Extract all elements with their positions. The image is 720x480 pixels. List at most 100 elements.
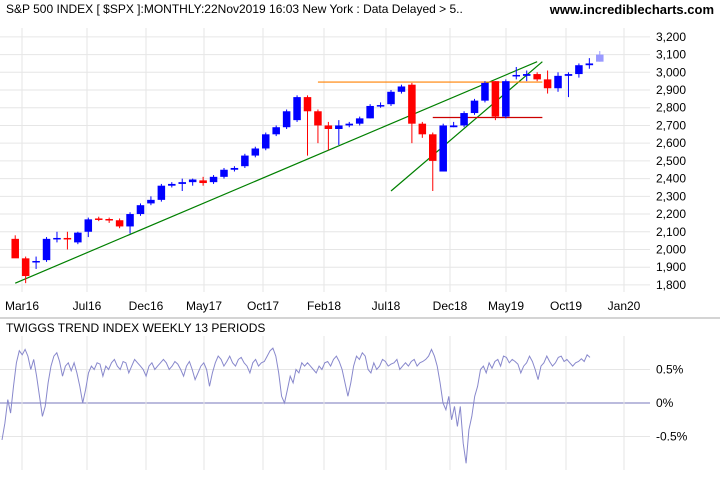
candle-body: [230, 167, 239, 170]
candle-body: [429, 134, 437, 161]
indicator-y-tick-label: -0.5%: [656, 430, 688, 444]
candle-body: [397, 86, 406, 92]
candle-body: [324, 125, 333, 129]
candle: [188, 178, 197, 186]
candle-body: [376, 105, 385, 107]
price-y-tick-label: 1,900: [656, 260, 686, 274]
candle-body: [564, 74, 573, 76]
candle-body: [11, 238, 19, 259]
candle: [94, 216, 103, 222]
price-x-tick-label: Jan20: [608, 299, 641, 313]
candle: [199, 176, 207, 186]
candle: [136, 203, 145, 216]
candle: [564, 72, 573, 98]
price-grid: [0, 28, 650, 292]
candle-body: [481, 82, 489, 101]
candle: [491, 81, 500, 121]
candle: [220, 167, 228, 179]
candle-body: [209, 176, 218, 183]
candle-body: [543, 79, 552, 89]
price-y-tick-label: 2,800: [656, 101, 686, 115]
price-x-tick-label: Oct19: [550, 299, 582, 313]
candle: [429, 132, 437, 192]
candle: [282, 109, 291, 129]
price-candles: [11, 51, 604, 284]
candle: [209, 175, 218, 184]
candle: [543, 70, 552, 94]
candle: [481, 81, 489, 103]
candle: [178, 178, 186, 192]
price-y-tick-label: 2,400: [656, 172, 686, 186]
trendline: [390, 61, 543, 192]
candle: [42, 237, 51, 262]
price-y-tick-label: 2,200: [656, 207, 686, 221]
candle-body: [554, 75, 562, 89]
price-y-tick-label: 2,300: [656, 189, 686, 203]
candle: [84, 217, 93, 238]
candle-body: [408, 84, 416, 124]
site-watermark: www.incrediblecharts.com: [549, 2, 714, 17]
candle-body: [261, 134, 270, 149]
candle-body: [439, 125, 447, 172]
candle-body: [418, 123, 427, 135]
candle-body: [335, 125, 343, 129]
candle-body: [105, 219, 113, 221]
candle: [355, 116, 364, 126]
candle: [335, 120, 343, 145]
candle: [418, 121, 427, 138]
price-y-tick-label: 3,000: [656, 65, 686, 79]
candle-body: [502, 81, 510, 117]
candle-body: [241, 155, 249, 167]
price-x-tick-label: May17: [186, 299, 222, 313]
candle: [470, 98, 479, 115]
price-x-tick-label: May19: [488, 299, 524, 313]
price-y-tick-label: 2,600: [656, 136, 686, 150]
candle-body: [84, 219, 93, 232]
indicator-line: [1, 347, 591, 464]
candle: [272, 125, 280, 137]
indicator-title: TWIGGS TREND INDEX WEEKLY 13 PERIODS: [6, 321, 266, 335]
candle-body: [303, 97, 312, 112]
trendline: [14, 61, 538, 284]
indicator-y-tick-label: 0%: [656, 396, 674, 410]
candle-body: [387, 91, 395, 105]
candle: [303, 95, 312, 156]
candle: [115, 218, 124, 229]
candle-body: [491, 81, 500, 117]
candle: [21, 256, 30, 284]
indicator-y-axis: 0.5% 0% -0.5%: [656, 363, 688, 444]
candle-body: [147, 199, 155, 204]
candle-body: [74, 232, 82, 243]
candle: [345, 121, 354, 128]
candle: [293, 95, 301, 122]
candle-body: [220, 169, 228, 177]
candle-body: [355, 118, 364, 124]
price-y-tick-label: 2,700: [656, 118, 686, 132]
candle: [168, 182, 176, 188]
price-y-tick-label: 1,800: [656, 278, 686, 292]
candle: [230, 166, 239, 172]
indicator-grid: [0, 336, 650, 470]
candle: [387, 90, 395, 106]
candle: [460, 111, 468, 128]
candle: [241, 153, 249, 168]
candle: [105, 217, 113, 223]
candle-body: [94, 218, 103, 220]
candle-body: [512, 74, 521, 77]
price-y-axis: 1,800 1,900 2,000 2,100 2,200 2,300 2,400 2,500…: [656, 30, 686, 292]
candle: [63, 231, 72, 250]
price-y-tick-label: 3,100: [656, 48, 686, 62]
candle: [53, 231, 61, 243]
candle: [575, 63, 583, 78]
candle: [502, 79, 510, 119]
candle: [157, 183, 166, 202]
candle-body: [199, 180, 207, 184]
candle: [585, 58, 594, 69]
candle-body: [178, 182, 186, 184]
candle: [32, 256, 40, 269]
candle: [408, 82, 416, 144]
price-x-tick-label: Jul18: [372, 299, 401, 313]
candle: [251, 146, 260, 158]
candle-body: [21, 258, 30, 277]
